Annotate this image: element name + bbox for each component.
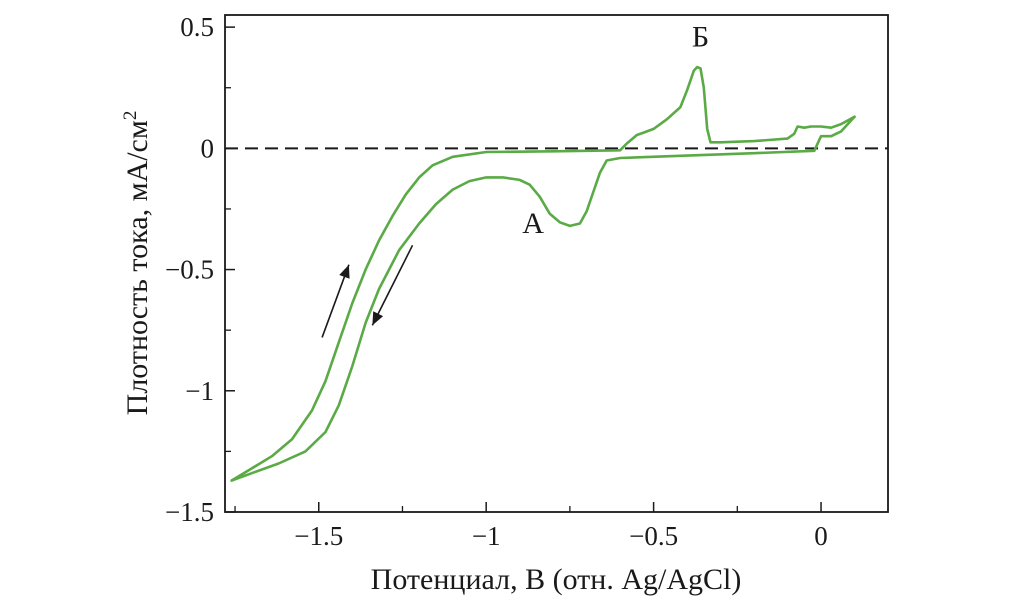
y-tick-label: −0.5 [165, 255, 214, 285]
peak-label: А [522, 207, 544, 240]
series-line-reverse-scan [230, 115, 856, 482]
y-axis-title-superscript: 2 [120, 111, 141, 121]
x-tick-label: −1 [472, 521, 501, 551]
scan-direction-arrows [321, 244, 414, 338]
peak-label: Б [692, 21, 709, 54]
series-curves [230, 65, 856, 482]
y-axis-title-main: Плотность тока, мА/см [121, 120, 154, 415]
plot-frame [224, 14, 889, 513]
peak-annotations: АБ [522, 21, 709, 241]
y-tick-label: −1 [185, 376, 214, 406]
y-tick-label: 0.5 [180, 12, 214, 42]
y-tick-label: 0 [201, 133, 215, 163]
x-tick-label: 0 [814, 521, 828, 551]
y-axis-title: Плотность тока, мА/см2 [120, 111, 154, 416]
y-tick-label: −1.5 [165, 497, 214, 527]
x-tick-label: −0.5 [629, 521, 678, 551]
x-tick-label: −1.5 [294, 521, 343, 551]
arrow-down [371, 244, 414, 326]
x-axis-title: Потенциал, В (отн. Ag/AgCl) [371, 563, 742, 596]
series-line-forward-scan [230, 65, 856, 482]
axis-ticks: −1.5 −1 −0.5 0 0.5 0 −0.5 −1 −1.5 [165, 12, 828, 551]
arrow-up [321, 264, 350, 338]
